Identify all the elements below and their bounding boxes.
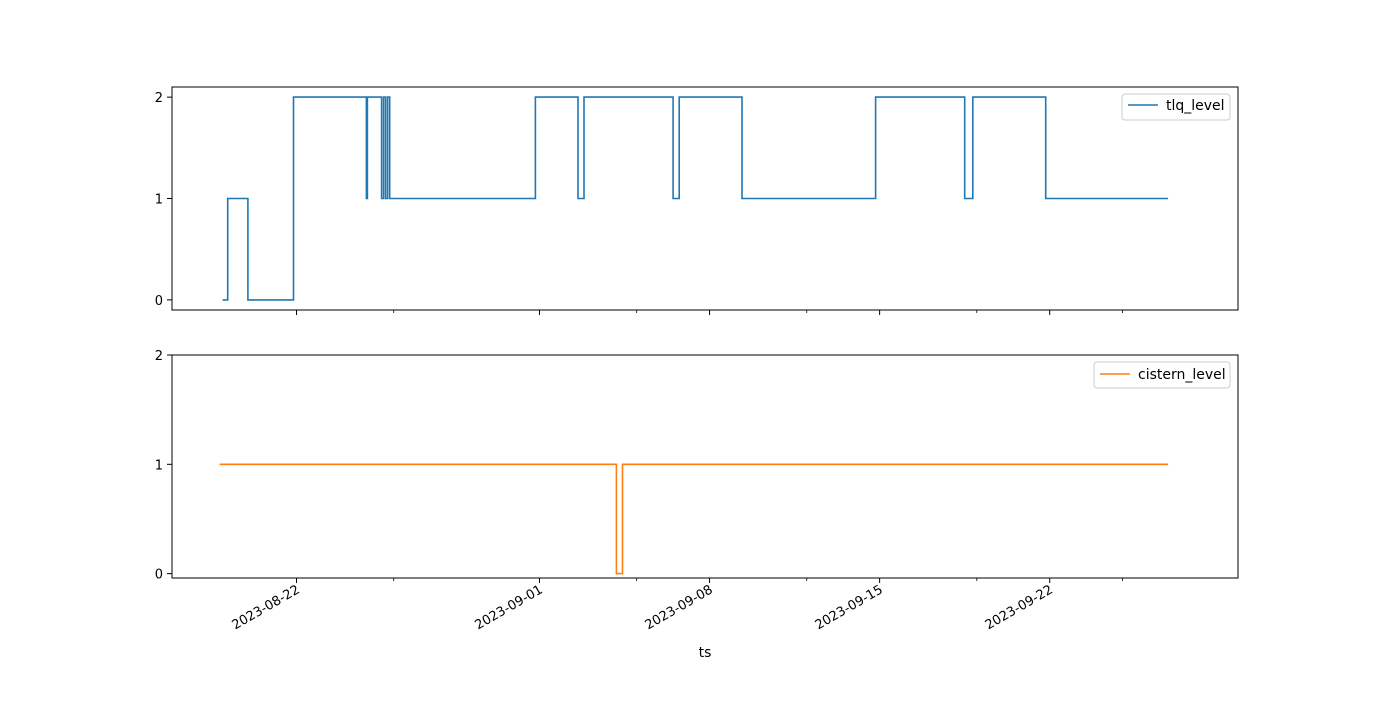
y-axis-ticks: 0 1 2	[155, 349, 172, 583]
legend-label: cistern_level	[1138, 367, 1226, 383]
legend-label: tlq_level	[1166, 98, 1225, 114]
x-axis-title: ts	[699, 645, 712, 661]
legend-box	[1093, 361, 1231, 389]
x-axis-ticks	[296, 578, 1123, 583]
axes-frame	[171, 354, 1239, 579]
y-tick-label: 1	[155, 193, 163, 208]
legend-box	[1121, 93, 1231, 121]
y-axis-ticks: 0 1 2	[155, 91, 172, 309]
series-line-cistern-level	[219, 463, 1169, 575]
y-tick-label: 2	[155, 91, 163, 106]
chart-panel-tlq: 0 1 2 tlq_level	[155, 86, 1239, 315]
y-tick-label: 0	[155, 294, 163, 309]
chart-panel-cistern: 0 1 2 cistern_level	[155, 349, 1239, 583]
y-tick-label: 0	[155, 568, 163, 583]
legend: cistern_level	[1093, 361, 1231, 389]
y-tick-label: 1	[155, 458, 163, 473]
legend: tlq_level	[1121, 93, 1231, 121]
y-tick-label: 2	[155, 349, 163, 364]
series-line-tlq-level	[222, 96, 1169, 301]
x-axis-ticks	[296, 310, 1123, 315]
